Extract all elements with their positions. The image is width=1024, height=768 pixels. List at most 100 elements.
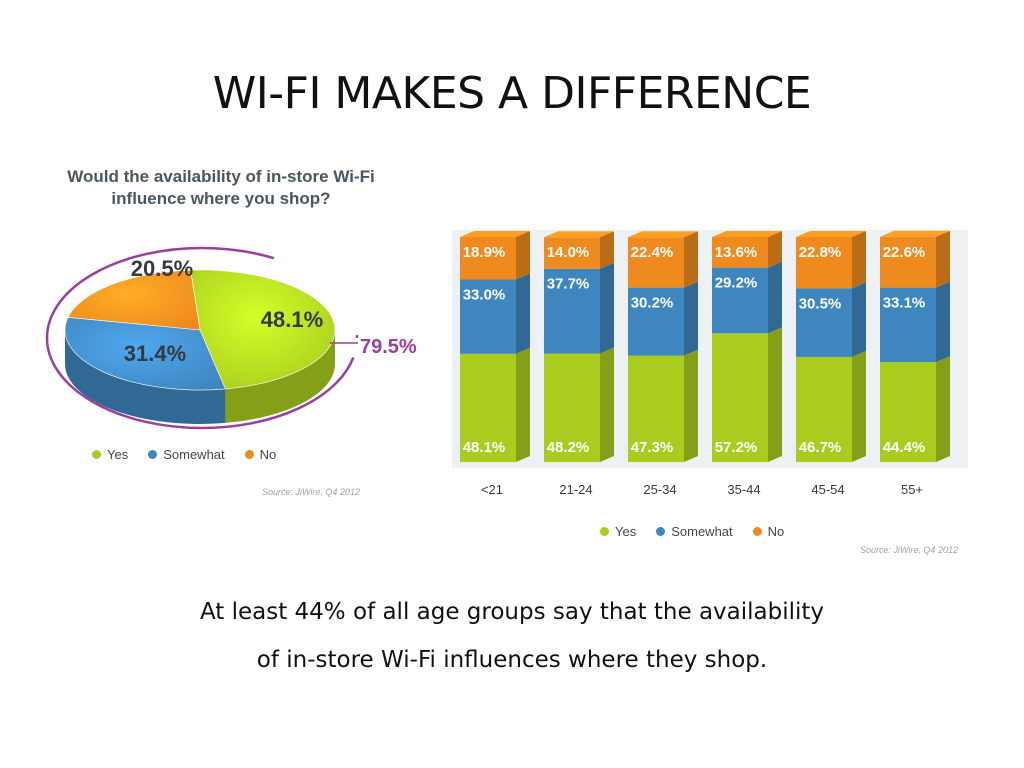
bar-value-label: 48.1% xyxy=(463,439,506,456)
no-dot-icon xyxy=(244,450,254,459)
pie-chart: 48.1% 31.4% 20.5% 79.5% xyxy=(45,246,417,430)
bar-side-yes xyxy=(516,347,530,462)
bar-legend: Yes Somewhat No xyxy=(600,524,784,539)
bar-value-label: 33.0% xyxy=(463,287,506,304)
bar-segment-yes xyxy=(712,333,768,462)
bar-segment-no xyxy=(880,236,936,288)
somewhat-dot-icon xyxy=(148,450,158,459)
bar-category-label: <21 xyxy=(481,482,503,497)
bar-segment-no xyxy=(796,237,852,289)
bar-segment-no xyxy=(544,237,600,269)
pie-legend-label: No xyxy=(259,447,277,462)
bar-legend-label: Somewhat xyxy=(671,524,733,539)
bar-category-label: 25-34 xyxy=(643,482,676,497)
caption-line-2: of in-store Wi-Fi influences where they … xyxy=(256,647,768,673)
pie-legend: Yes Somewhat No xyxy=(92,447,276,462)
bar-segment-somewhat xyxy=(880,287,936,363)
bar-category-label: 55+ xyxy=(901,482,923,497)
bar-side-no xyxy=(516,231,530,280)
bar-side-somewhat xyxy=(852,282,866,357)
bar-side-no xyxy=(684,231,698,288)
bar-value-label: 22.6% xyxy=(883,244,926,261)
bar-value-label: 14.0% xyxy=(547,244,590,261)
slide-title: WI-FI MAKES A DIFFERENCE xyxy=(212,68,812,119)
bar-side-yes xyxy=(936,356,950,462)
pie-slice-no xyxy=(67,269,201,331)
bar-side-no xyxy=(936,230,950,288)
bar-segment-somewhat xyxy=(712,267,768,334)
bar-value-label: 18.9% xyxy=(463,244,506,261)
bar-segment-somewhat xyxy=(796,288,852,357)
pie-slice-yes xyxy=(190,269,336,390)
bar-legend-no: No xyxy=(752,524,785,539)
bar-side-no xyxy=(852,231,866,289)
bar-side-no xyxy=(600,231,614,269)
pie-side-somewhat xyxy=(65,330,226,424)
bar-value-label: 57.2% xyxy=(715,439,758,456)
bar-side-somewhat xyxy=(516,273,530,354)
pie-legend-label: Somewhat xyxy=(163,447,225,462)
bar-legend-label: Yes xyxy=(615,524,637,539)
bar-category-label: 45-54 xyxy=(811,482,844,497)
bar-value-label: 30.2% xyxy=(631,295,674,312)
bar-segment-no xyxy=(460,237,516,280)
bar-legend-somewhat: Somewhat xyxy=(656,524,733,539)
bar-legend-yes: Yes xyxy=(600,524,636,539)
bar-value-label: 44.4% xyxy=(883,439,926,456)
bar-value-label: 22.8% xyxy=(799,244,842,261)
bar-value-label: 46.7% xyxy=(799,439,842,456)
bar-value-label: 47.3% xyxy=(631,439,674,456)
stacked-bar-chart: 48.1% 33.0% 18.9% <21 48.2% 37.7% 14.0% 21-24 47… xyxy=(452,230,968,497)
bar-value-label: 48.2% xyxy=(547,439,590,456)
pie-highlight-ring xyxy=(45,246,359,430)
bar-side-somewhat xyxy=(768,261,782,334)
no-dot-icon xyxy=(752,527,762,536)
bar-category-label: 21-24 xyxy=(559,482,592,497)
bar-segment-no xyxy=(712,237,768,268)
bar-value-label: 33.1% xyxy=(883,295,926,312)
pie-slice-somewhat xyxy=(64,317,226,391)
bar-segment-somewhat xyxy=(628,287,684,356)
bar-side-somewhat xyxy=(684,281,698,356)
pie-chart-title: Would the availability of in-store Wi-Fi… xyxy=(67,167,375,208)
bar-segment-yes xyxy=(544,353,600,462)
bar-segment-somewhat xyxy=(544,268,600,354)
bar-category-label: 35-44 xyxy=(727,482,760,497)
bar-top-cap xyxy=(880,230,950,237)
bar-value-label: 37.7% xyxy=(547,276,590,293)
bar-segment-yes xyxy=(460,353,516,462)
bar-side-no xyxy=(768,231,782,268)
pie-legend-no: No xyxy=(244,447,277,462)
bar-legend-label: No xyxy=(767,524,785,539)
pie-label-somewhat: 31.4% xyxy=(124,341,186,366)
caption-line-1: At least 44% of all age groups say that … xyxy=(199,599,825,625)
bar-source: Source: JiWire, Q4 2012 xyxy=(860,545,958,555)
bar-segment-somewhat xyxy=(460,279,516,354)
bar-segment-yes xyxy=(880,362,936,462)
yes-dot-icon xyxy=(600,527,609,536)
bar-segment-no xyxy=(628,237,684,288)
bar-side-yes xyxy=(768,327,782,462)
bar-top-cap xyxy=(712,231,782,237)
somewhat-dot-icon xyxy=(656,527,666,536)
bar-top-cap xyxy=(628,231,698,238)
bar-side-somewhat xyxy=(600,262,614,354)
pie-legend-somewhat: Somewhat xyxy=(148,447,225,462)
bar-top-cap xyxy=(544,231,614,238)
bar-segment-yes xyxy=(628,355,684,462)
bar-side-yes xyxy=(852,350,866,462)
pie-side-yes xyxy=(225,330,335,423)
pie-label-yes: 48.1% xyxy=(261,307,323,332)
bar-side-yes xyxy=(600,347,614,462)
bar-value-label: 30.5% xyxy=(799,295,842,312)
pie-label-no: 20.5% xyxy=(131,256,193,281)
yes-dot-icon xyxy=(92,450,101,459)
bar-top-cap xyxy=(460,231,530,237)
pie-annotation: 79.5% xyxy=(360,336,417,358)
bar-side-yes xyxy=(684,349,698,462)
bar-value-label: 13.6% xyxy=(715,244,758,261)
bar-side-somewhat xyxy=(936,281,950,363)
bar-value-label: 22.4% xyxy=(631,244,674,261)
bar-value-label: 29.2% xyxy=(715,275,758,292)
pie-legend-label: Yes xyxy=(107,447,129,462)
